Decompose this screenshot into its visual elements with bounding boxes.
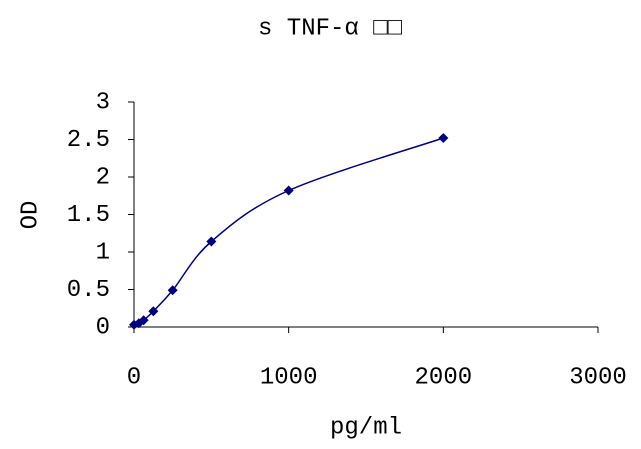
x-tick-label: 1000 bbox=[260, 364, 318, 391]
y-tick-label: 2.5 bbox=[67, 127, 110, 154]
marker bbox=[438, 133, 449, 143]
marker bbox=[206, 236, 217, 247]
y-tick-label: 2 bbox=[96, 164, 110, 191]
marker bbox=[138, 315, 149, 326]
marker bbox=[167, 285, 178, 296]
chart-title: s TNF-α □□ bbox=[258, 15, 403, 42]
y-tick-label: 1.5 bbox=[67, 202, 110, 229]
curve bbox=[133, 137, 444, 326]
x-tick-label: 0 bbox=[127, 364, 141, 391]
x-axis-label: pg/ml bbox=[330, 414, 402, 441]
y-tick-label: 3 bbox=[96, 89, 110, 116]
x-tick-label: 3000 bbox=[569, 364, 627, 391]
y-axis-label: OD bbox=[17, 201, 44, 230]
marker bbox=[283, 185, 294, 196]
y-tick-label: 0 bbox=[96, 314, 110, 341]
x-tick-label: 2000 bbox=[415, 364, 473, 391]
y-tick-label: 1 bbox=[96, 239, 110, 266]
marker bbox=[148, 306, 159, 317]
y-tick-label: 0.5 bbox=[67, 277, 110, 304]
